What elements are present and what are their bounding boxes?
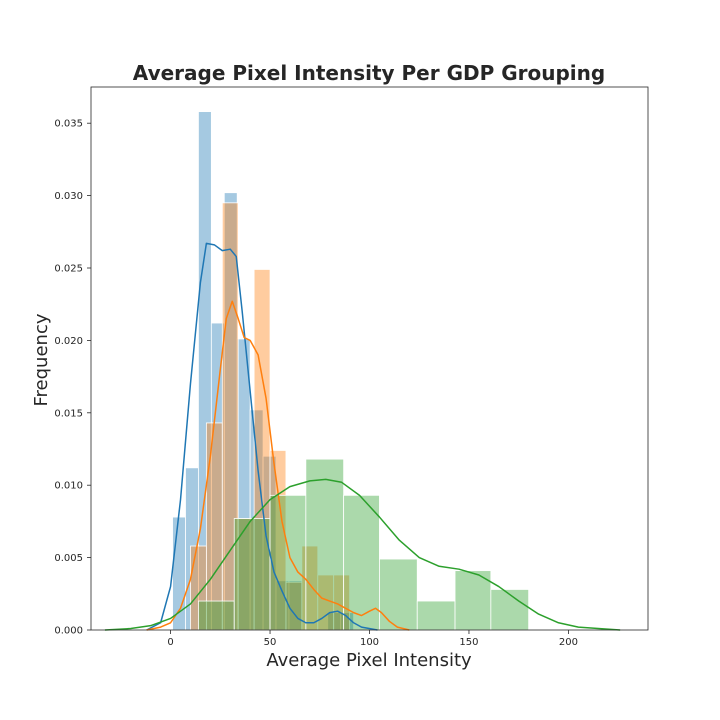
- y-tick-label: 0.030: [54, 191, 83, 202]
- x-tick-label: 200: [559, 637, 578, 648]
- y-tick-label: 0.015: [54, 408, 83, 419]
- x-axis-label: Average Pixel Intensity: [266, 650, 472, 671]
- x-tick-label: 100: [360, 637, 379, 648]
- kde-line: [146, 300, 410, 631]
- histogram-bar: [305, 458, 345, 631]
- histogram-bar: [233, 518, 271, 631]
- histogram-bar: [416, 600, 456, 631]
- y-axis-label: Frequency: [31, 313, 52, 406]
- plot-area: [104, 111, 621, 631]
- histogram-bar: [269, 494, 307, 631]
- y-tick-label: 0.000: [54, 626, 83, 637]
- histogram-bar: [343, 494, 380, 631]
- histogram-bar: [198, 600, 235, 631]
- histogram-bar: [379, 558, 418, 631]
- histogram-bar: [490, 589, 530, 631]
- y-tick-label: 0.005: [54, 553, 83, 564]
- tick-labels: 0 50 100 150 200 0.000 0.005 0.010 0.015 0.020 0.0…: [54, 119, 578, 648]
- kde-line: [146, 242, 378, 631]
- x-tick-label: 50: [264, 637, 277, 648]
- x-tick-label: 0: [167, 637, 173, 648]
- y-tick-label: 0.025: [54, 264, 83, 275]
- x-tick-label: 150: [459, 637, 478, 648]
- kde-line: [104, 478, 621, 631]
- y-tick-label: 0.035: [54, 119, 83, 130]
- y-tick-label: 0.020: [54, 336, 83, 347]
- chart-title: Average Pixel Intensity Per GDP Grouping: [133, 61, 605, 85]
- histogram-bar: [205, 422, 223, 631]
- y-tick-label: 0.010: [54, 481, 83, 492]
